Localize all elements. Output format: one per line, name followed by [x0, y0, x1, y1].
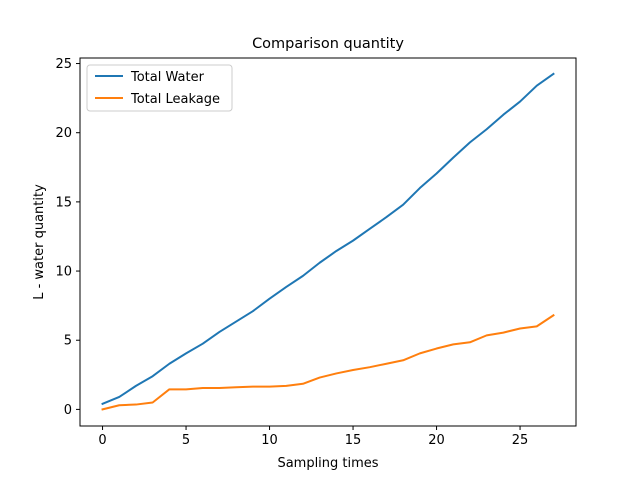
- chart-title: Comparison quantity: [252, 36, 404, 52]
- axes-layer: 0 5 10 15 20 25 0 5 10 15 20 25: [55, 57, 528, 448]
- x-tick-label: 0: [98, 433, 106, 448]
- series-line-total-water: [101, 72, 555, 406]
- x-tick-label: 10: [261, 433, 278, 448]
- y-axis-label: L - water quantity: [32, 184, 47, 300]
- x-axis-label: Sampling times: [277, 456, 378, 471]
- y-tick-label: 10: [55, 265, 72, 280]
- y-tick-label: 20: [55, 126, 72, 141]
- y-tick-label: 15: [55, 195, 72, 210]
- legend-label-total-water: Total Water: [130, 70, 205, 85]
- series-layer: [101, 72, 555, 411]
- legend: Total Water Total Leakage: [86, 64, 233, 112]
- plot-area-frame: [79, 57, 577, 427]
- x-tick-label: 20: [428, 433, 445, 448]
- y-tick-label: 0: [64, 403, 72, 418]
- y-tick-label: 5: [64, 334, 72, 349]
- legend-label-total-leakage: Total Leakage: [130, 92, 220, 107]
- x-tick-label: 5: [182, 433, 190, 448]
- series-line-total-leakage: [101, 313, 555, 411]
- y-tick-label: 25: [55, 57, 72, 72]
- x-tick-label: 15: [345, 433, 362, 448]
- x-tick-label: 25: [512, 433, 529, 448]
- legend-box: [86, 64, 233, 112]
